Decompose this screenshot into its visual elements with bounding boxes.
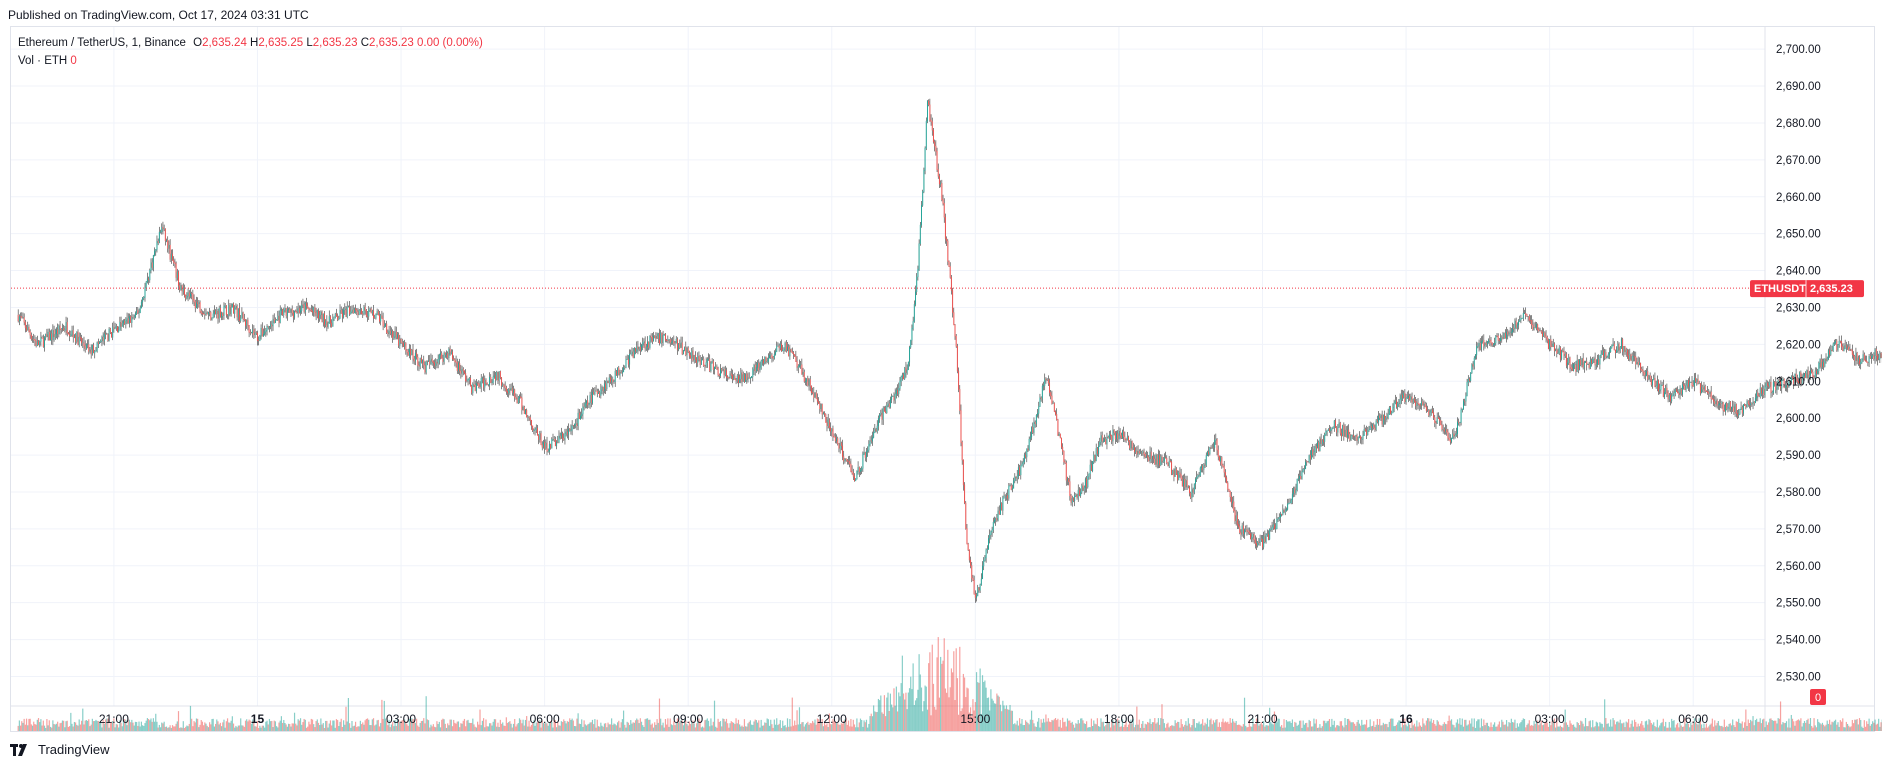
candles: [17, 98, 1882, 603]
chart-pane[interactable]: [10, 26, 1875, 732]
published-caption: Published on TradingView.com, Oct 17, 20…: [8, 8, 309, 22]
grid-lines: [11, 27, 1765, 706]
volume-bars: [17, 637, 1882, 731]
